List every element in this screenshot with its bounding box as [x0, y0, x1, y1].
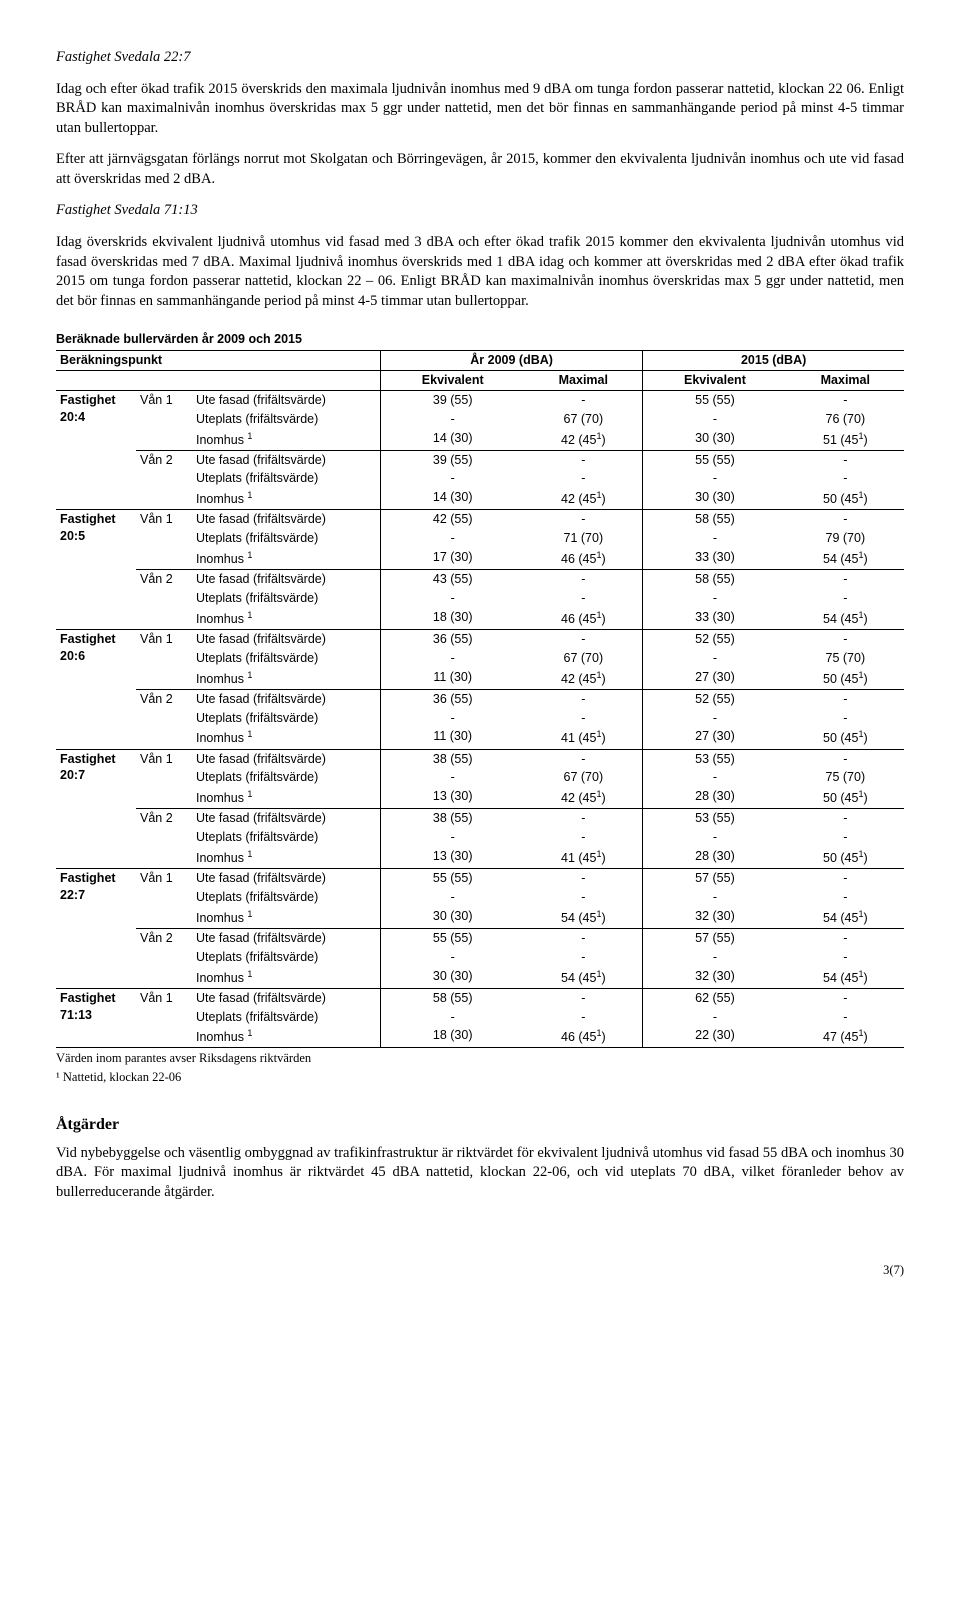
table-row: Fastighet20:4Vån 1Ute fasad (frifältsvär… [56, 390, 904, 409]
table-caption: Beräknade bullervärden år 2009 och 2015 [56, 331, 904, 348]
table-row: Vån 2Ute fasad (frifältsvärde)36 (55)-52… [56, 689, 904, 708]
para-2: Efter att järnvägsgatan förlängs norrut … [56, 150, 904, 189]
footnote-1: Värden inom parantes avser Riksdagens ri… [56, 1050, 904, 1067]
table-row: Fastighet20:5Vån 1Ute fasad (frifältsvär… [56, 510, 904, 529]
table-row: Fastighet20:7Vån 1Ute fasad (frifältsvär… [56, 749, 904, 768]
footnote-2: ¹ Nattetid, klockan 22-06 [56, 1069, 904, 1086]
para-title-3: Fastighet Svedala 71:13 [56, 201, 904, 221]
table-row: Vån 2Ute fasad (frifältsvärde)39 (55)-55… [56, 450, 904, 469]
table-row: Fastighet71:13Vån 1Ute fasad (frifältsvä… [56, 988, 904, 1007]
para-1: Idag och efter ökad trafik 2015 överskri… [56, 80, 904, 139]
page-number: 3(7) [56, 1262, 904, 1279]
para-title-1: Fastighet Svedala 22:7 [56, 48, 904, 68]
table-row: Vån 2Ute fasad (frifältsvärde)55 (55)-57… [56, 928, 904, 947]
table-row: Vån 2Ute fasad (frifältsvärde)38 (55)-53… [56, 809, 904, 828]
para-3: Idag överskrids ekvivalent ljudnivå utom… [56, 233, 904, 311]
table-row: Fastighet22:7Vån 1Ute fasad (frifältsvär… [56, 869, 904, 888]
para-atgarder: Vid nybebyggelse och väsentlig ombyggnad… [56, 1144, 904, 1203]
heading-atgarder: Åtgärder [56, 1114, 904, 1136]
table-row: Vån 2Ute fasad (frifältsvärde)43 (55)-58… [56, 570, 904, 589]
table-row: Fastighet20:6Vån 1Ute fasad (frifältsvär… [56, 629, 904, 648]
noise-table: BeräkningspunktÅr 2009 (dBA)2015 (dBA)Ek… [56, 350, 904, 1048]
